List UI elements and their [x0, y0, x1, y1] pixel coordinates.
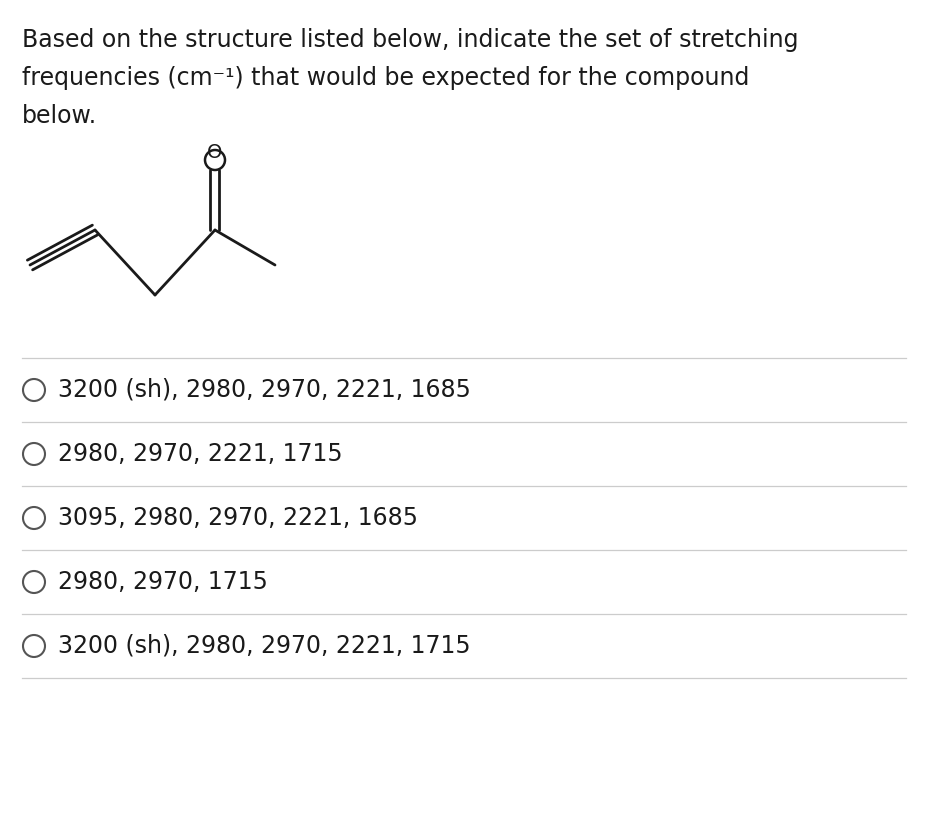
Text: 2980, 2970, 2221, 1715: 2980, 2970, 2221, 1715 — [57, 442, 342, 466]
Text: below.: below. — [22, 104, 97, 128]
Text: 3200 (sh), 2980, 2970, 2221, 1685: 3200 (sh), 2980, 2970, 2221, 1685 — [57, 378, 470, 402]
Text: frequencies (cm⁻¹) that would be expected for the compound: frequencies (cm⁻¹) that would be expecte… — [22, 66, 749, 90]
Text: 2980, 2970, 1715: 2980, 2970, 1715 — [57, 570, 268, 594]
Text: 3095, 2980, 2970, 2221, 1685: 3095, 2980, 2970, 2221, 1685 — [57, 506, 417, 530]
Text: O: O — [207, 143, 222, 162]
Text: Based on the structure listed below, indicate the set of stretching: Based on the structure listed below, ind… — [22, 28, 797, 52]
Text: 3200 (sh), 2980, 2970, 2221, 1715: 3200 (sh), 2980, 2970, 2221, 1715 — [57, 634, 470, 658]
